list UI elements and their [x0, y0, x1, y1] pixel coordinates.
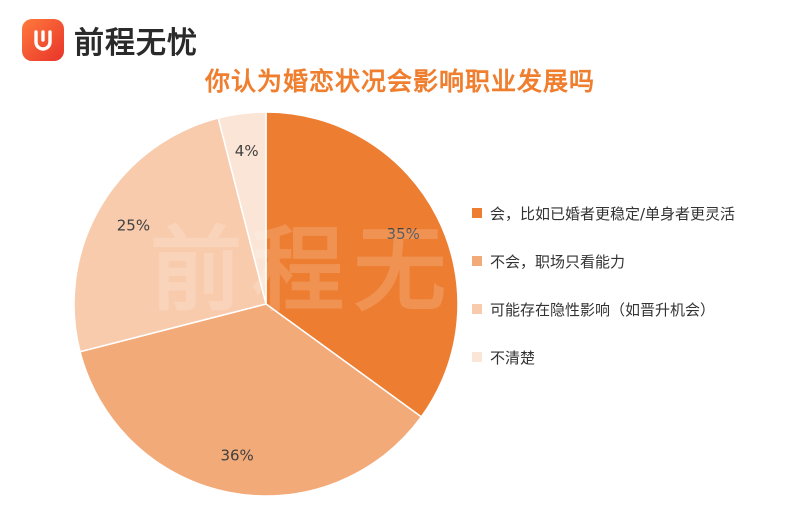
pie-slice	[265, 111, 459, 418]
chart-legend: 会，比如已婚者更稳定/单身者更灵活 不会，职场只看能力可能存在隐性影响（如晋升机会…	[472, 202, 735, 394]
legend-label: 可能存在隐性影响（如晋升机会）	[490, 300, 716, 319]
legend-swatch	[472, 304, 482, 314]
legend-item: 不清楚	[472, 346, 735, 368]
brand-name: 前程无忧	[74, 26, 198, 61]
legend-swatch	[472, 256, 482, 266]
brand-logo: 前程无忧	[22, 18, 198, 62]
pie-data-label: 36%	[220, 446, 253, 464]
pie-slice	[217, 111, 267, 305]
pie-data-label: 4%	[235, 142, 259, 160]
pie-slice	[79, 303, 423, 497]
legend-label: 不会，职场只看能力	[490, 252, 626, 271]
legend-item: 会，比如已婚者更稳定/单身者更灵活	[472, 202, 735, 224]
legend-swatch	[472, 352, 482, 362]
chart-title: 你认为婚恋状况会影响职业发展吗	[204, 67, 595, 96]
legend-item: 不会，职场只看能力	[472, 250, 735, 272]
pie-slice	[73, 117, 267, 353]
legend-label: 会，比如已婚者更稳定/单身者更灵活	[490, 204, 736, 223]
legend-item: 可能存在隐性影响（如晋升机会）	[472, 298, 735, 320]
legend-swatch	[472, 208, 482, 218]
pie-data-label: 35%	[387, 225, 420, 243]
hand-logo-icon	[22, 19, 64, 61]
legend-label: 不清楚	[490, 348, 536, 367]
pie-data-label: 25%	[117, 217, 150, 235]
